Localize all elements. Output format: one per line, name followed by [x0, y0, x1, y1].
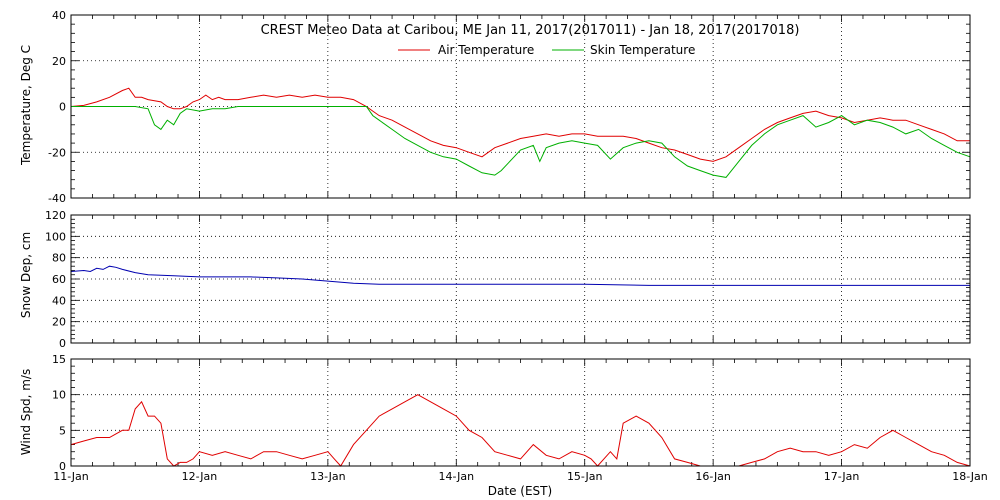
chart-title: CREST Meteo Data at Caribou, ME Jan 11, …: [261, 23, 800, 38]
temperature-frame: [70, 14, 971, 199]
x-tick-label: 12-Jan: [182, 470, 218, 483]
wind-speed-ytick-label: 0: [59, 460, 66, 473]
y-axis-label-temperature: Temperature, Deg C: [19, 45, 33, 166]
temperature-series-1-line: [71, 106, 971, 178]
wind-speed-ytick-label: 15: [52, 353, 66, 366]
temperature-ytick-label: 20: [52, 55, 66, 68]
wind-speed-frame: [70, 358, 971, 467]
temperature-ytick-label: 40: [52, 9, 66, 22]
legend-label-air-temperature: Air Temperature: [438, 43, 534, 57]
snow-depth-ytick-label: 120: [45, 209, 66, 222]
x-tick-label: 17-Jan: [824, 470, 860, 483]
wind-speed-series-0-line: [70, 394, 971, 467]
temperature-panel: -40 -20 0 20 40: [48, 9, 971, 205]
snow-depth-ytick-label: 60: [52, 273, 66, 286]
temperature-ytick-label: -40: [48, 192, 66, 205]
x-axis-label: Date (EST): [488, 484, 552, 498]
snow-depth-ytick-label: 80: [52, 252, 66, 265]
wind-speed-ytick-label: 5: [59, 424, 66, 437]
snow-depth-ytick-label: 100: [45, 230, 66, 243]
temperature-ytick-label: 0: [59, 101, 66, 114]
x-tick-label: 13-Jan: [310, 470, 346, 483]
snow-depth-ytick-label: 0: [59, 337, 66, 350]
snow-depth-ytick-label: 40: [52, 294, 66, 307]
x-tick-label: 11-Jan: [53, 470, 89, 483]
x-tick-label: 16-Jan: [695, 470, 731, 483]
snow-depth-series-0-line: [70, 265, 970, 286]
snow-depth-frame: [70, 214, 971, 344]
y-axis-label-snow-depth: Snow Dep, cm: [19, 232, 33, 318]
wind-speed-panel: 0 5 10 15 11-Jan 12-Jan 13-Jan 14-Jan 15-Jan 16-J…: [52, 353, 988, 483]
legend-label-skin-temperature: Skin Temperature: [590, 43, 695, 57]
x-tick-label: 15-Jan: [567, 470, 603, 483]
y-axis-label-wind-speed: Wind Spd, m/s: [19, 369, 33, 455]
x-tick-label: 18-Jan: [952, 470, 988, 483]
snow-depth-ytick-label: 20: [52, 316, 66, 329]
temperature-series-0-line: [70, 87, 970, 162]
snow-depth-panel: 0 20 40 60 80 100 120: [45, 209, 971, 350]
wind-speed-ytick-label: 10: [52, 389, 66, 402]
x-tick-label: 14-Jan: [439, 470, 475, 483]
temperature-ytick-label: -20: [48, 146, 66, 159]
